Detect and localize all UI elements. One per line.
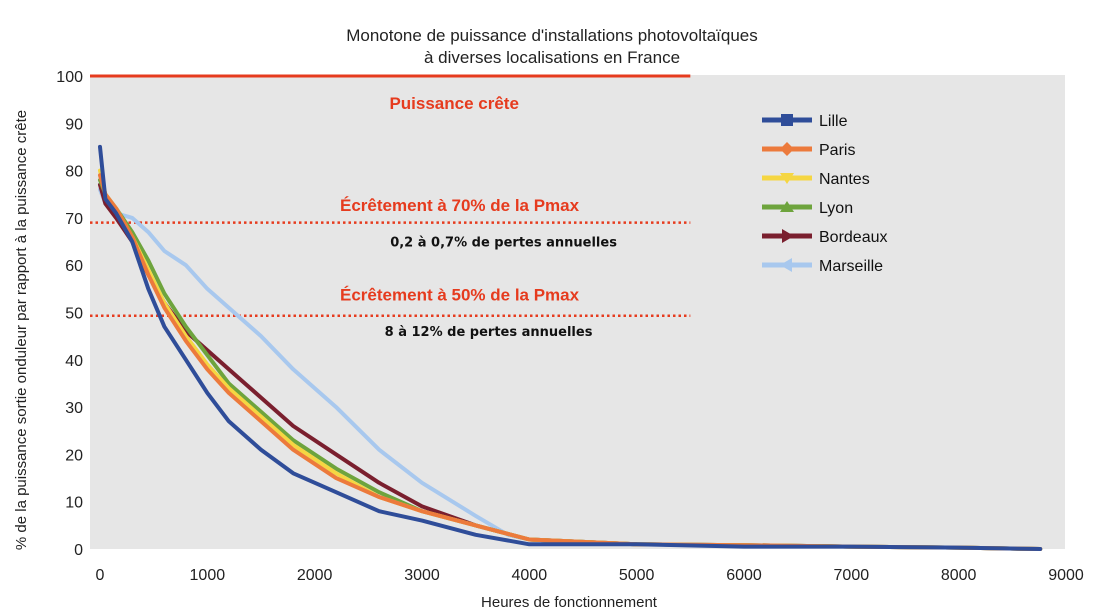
y-tick-label: 20	[65, 447, 83, 464]
x-tick-label: 5000	[619, 567, 655, 584]
x-tick-label: 1000	[190, 567, 226, 584]
y-tick-label: 90	[65, 116, 83, 133]
y-axis-ticks: 0 10 20 30 40 50 60 70 80 90 100	[56, 69, 83, 559]
legend-label: Lyon	[819, 200, 853, 217]
legend-label: Lille	[819, 113, 848, 130]
x-tick-label: 3000	[404, 567, 440, 584]
x-tick-label: 2000	[297, 567, 333, 584]
series-line	[98, 144, 1043, 551]
reference-lines	[90, 74, 691, 318]
y-tick-label: 100	[56, 69, 83, 86]
series-lines	[98, 144, 1043, 551]
legend-marker	[780, 173, 794, 184]
chart-title-line1: Monotone de puissance d'installations ph…	[346, 26, 758, 45]
annotation-label: Puissance crête	[389, 94, 518, 113]
y-tick-label: 70	[65, 211, 83, 228]
x-tick-label: 6000	[726, 567, 762, 584]
legend-marker	[780, 142, 794, 156]
x-axis-label: Heures de fonctionnement	[481, 594, 658, 611]
x-tick-label: 9000	[1048, 567, 1084, 584]
legend-label: Paris	[819, 142, 855, 159]
chart-title-line2: à diverses localisations en France	[424, 48, 680, 67]
y-tick-label: 0	[74, 542, 83, 559]
annotation-label: 0,2 à 0,7% de pertes annuelles	[390, 235, 617, 250]
annotation-label: 8 à 12% de pertes annuelles	[385, 325, 593, 340]
legend: Lille Paris Nantes Lyon Bordeaux Marseille	[762, 113, 888, 275]
x-tick-label: 0	[96, 567, 105, 584]
legend-label: Bordeaux	[819, 229, 888, 246]
y-tick-label: 40	[65, 353, 83, 370]
y-tick-label: 60	[65, 258, 83, 275]
y-tick-label: 10	[65, 495, 83, 512]
y-tick-label: 50	[65, 306, 83, 323]
annotations: Puissance crête Écrêtement à 70% de la Pm…	[340, 94, 617, 340]
legend-marker	[781, 114, 793, 126]
legend-marker	[782, 229, 794, 243]
plot-area	[90, 75, 1065, 549]
annotation-label: Écrêtement à 50% de la Pmax	[340, 286, 580, 305]
x-tick-label: 4000	[512, 567, 548, 584]
x-tick-label: 7000	[834, 567, 870, 584]
y-axis-label: % de la puissance sortie onduleur par ra…	[13, 110, 30, 550]
y-tick-label: 80	[65, 164, 83, 181]
x-tick-label: 8000	[941, 567, 977, 584]
legend-label: Marseille	[819, 258, 883, 275]
annotation-label: Écrêtement à 70% de la Pmax	[340, 196, 580, 215]
x-axis-ticks: 0 1000 2000 3000 4000 5000 6000 7000 8000 9000	[96, 567, 1084, 584]
y-tick-label: 30	[65, 400, 83, 417]
legend-marker	[780, 258, 792, 272]
legend-label: Nantes	[819, 171, 870, 188]
legend-marker	[780, 201, 794, 212]
